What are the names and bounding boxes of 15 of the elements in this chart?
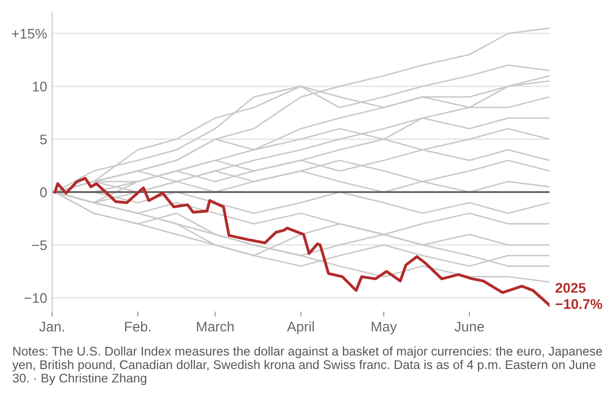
y-tick-label: −5 [32,240,47,250]
x-tick-label: Feb. [125,321,150,332]
x-tick-label: April [286,321,314,334]
text: Notes: The U.S. Dollar Index measures the dollar against a basket of major currencies: the euro, Japanese yen, British pound, Canadian dollar, Swedish krona and Swiss franc. Data is as of 4 p.m. Eastern on June 30. · By Christine Zhang [12,346,602,386]
y-tick-label: −10 [24,293,47,304]
data-label: −10.7% [556,299,602,309]
y-tick-label: 5 [40,134,47,144]
y-tick-label: 0 [40,187,47,198]
y-tick-label: 10 [32,82,47,92]
series-label: 2025 [556,282,586,293]
x-tick-label: May [372,322,397,334]
x-tick-label: June [454,322,484,332]
y-tick-label: +15% [12,28,47,39]
x-tick-label: March [197,321,234,332]
x-tick-label: Jan. [39,322,64,332]
